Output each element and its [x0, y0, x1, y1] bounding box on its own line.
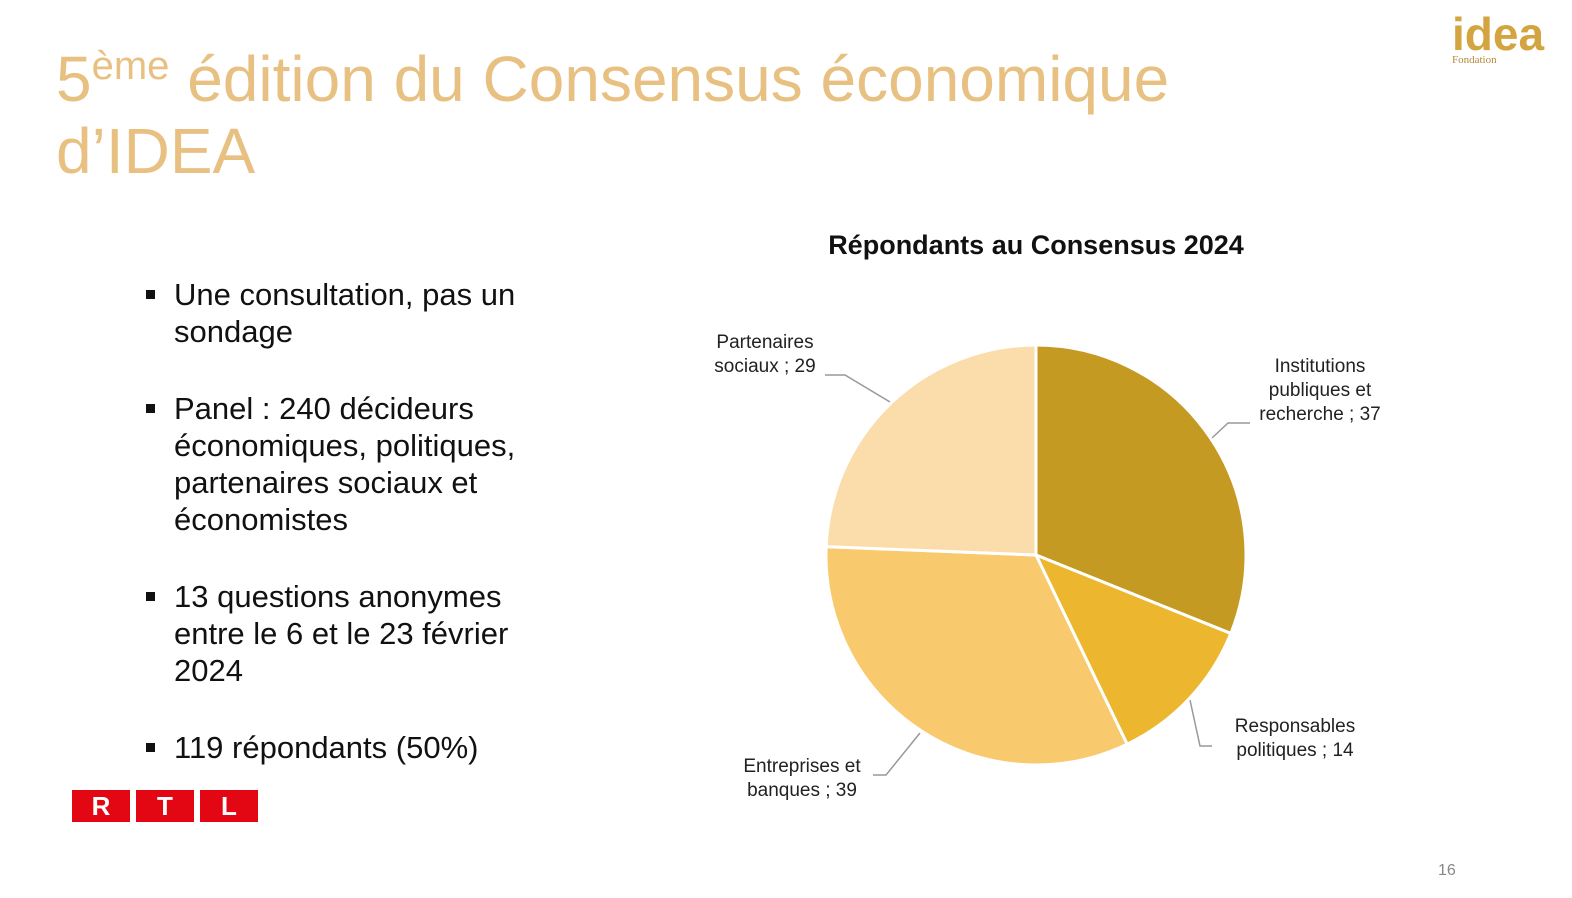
bullet-list: Une consultation, pas un sondage Panel : … [140, 276, 560, 806]
pie-slice [1034, 343, 1248, 636]
leader-lines [825, 374, 1250, 776]
page-number: 16 [1438, 862, 1456, 879]
title-sup: ème [91, 44, 170, 88]
logo-word: idea [1452, 8, 1545, 60]
rtl-letter: L [200, 790, 258, 822]
title-text: édition du Consensus économique d’IDEA [56, 43, 1170, 187]
bullet: 119 répondants (50%) [140, 729, 554, 766]
chart-title: Répondants au Consensus 2024 [828, 230, 1244, 260]
pie-slice [824, 343, 1038, 557]
slide-title: 5ème édition du Consensus économique d’I… [56, 30, 1356, 187]
data-label: Institutions publiques et recherche ; 37 [1259, 356, 1381, 425]
bullet: Panel : 240 décideurs économiques, polit… [140, 390, 554, 538]
logo-sub: Fondation [1452, 54, 1497, 66]
data-label: Partenaires sociaux ; 29 [714, 332, 816, 377]
rtl-letter: R [72, 790, 130, 822]
data-label: Entreprises et banques ; 39 [743, 756, 861, 801]
leader-line [825, 374, 891, 403]
leader-line [1189, 699, 1212, 747]
logo: idea Fondation [1452, 8, 1562, 66]
bullet: 13 questions anonymes entre le 6 et le 2… [140, 578, 554, 689]
pie-slice [824, 545, 1130, 767]
bullet: Une consultation, pas un sondage [140, 276, 554, 350]
data-label: Responsables politiques ; 14 [1234, 716, 1356, 761]
pie-slice [1032, 552, 1233, 747]
leader-line [873, 732, 921, 776]
rtl-letter: T [136, 790, 194, 822]
leader-line [1211, 422, 1250, 439]
title-number: 5 [56, 43, 92, 115]
